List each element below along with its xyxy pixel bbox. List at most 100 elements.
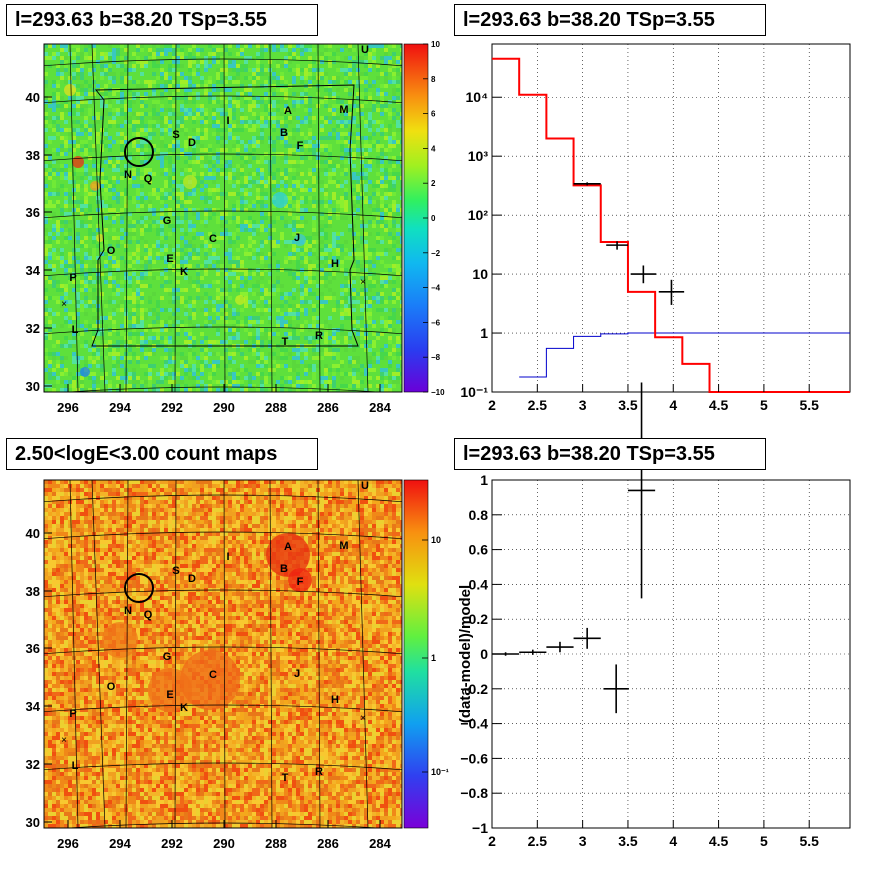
map-pixel — [348, 224, 352, 228]
map-pixel — [176, 496, 180, 500]
map-pixel — [104, 484, 108, 488]
map-pixel — [204, 220, 208, 224]
map-pixel — [248, 228, 252, 232]
map-pixel — [184, 96, 188, 100]
map-pixel — [184, 216, 188, 220]
map-pixel — [84, 152, 88, 156]
map-pixel — [216, 220, 220, 224]
map-pixel — [352, 292, 356, 296]
map-pixel — [264, 492, 268, 496]
map-pixel — [392, 264, 396, 268]
map-pixel — [76, 236, 80, 240]
map-pixel — [348, 292, 352, 296]
map-pixel — [324, 492, 328, 496]
map-pixel — [108, 120, 112, 124]
map-pixel — [400, 364, 402, 368]
map-pixel — [280, 112, 284, 116]
map-pixel — [368, 348, 372, 352]
map-pixel — [56, 248, 60, 252]
map-pixel — [284, 492, 288, 496]
map-pixel — [148, 48, 152, 52]
map-pixel — [160, 376, 164, 380]
map-pixel — [216, 136, 220, 140]
map-pixel — [320, 76, 324, 80]
map-pixel — [284, 56, 288, 60]
map-pixel — [240, 120, 244, 124]
map-pixel — [300, 100, 304, 104]
map-pixel — [344, 288, 348, 292]
map-pixel — [372, 340, 376, 344]
map-pixel — [232, 108, 236, 112]
map-pixel — [268, 212, 272, 216]
map-pixel — [184, 268, 188, 272]
map-pixel — [368, 268, 372, 272]
map-pixel — [368, 180, 372, 184]
map-pixel — [304, 384, 308, 388]
map-pixel — [52, 56, 56, 60]
y-tick-label: 10² — [468, 207, 489, 223]
map-pixel — [260, 240, 264, 244]
map-pixel — [252, 352, 256, 356]
map-pixel — [328, 216, 332, 220]
map-pixel — [224, 328, 228, 332]
map-pixel — [64, 316, 68, 320]
map-pixel — [384, 324, 388, 328]
map-pixel — [76, 208, 80, 212]
map-pixel — [368, 496, 372, 500]
map-pixel — [296, 224, 300, 228]
map-pixel — [100, 180, 104, 184]
map-pixel — [184, 140, 188, 144]
map-pixel — [356, 80, 360, 84]
map-pixel — [368, 376, 372, 380]
map-pixel — [96, 164, 100, 168]
map-pixel — [180, 192, 184, 196]
map-pixel — [52, 212, 56, 216]
map-pixel — [320, 128, 324, 132]
map-pixel — [84, 120, 88, 124]
map-pixel — [360, 316, 364, 320]
map-pixel — [180, 356, 184, 360]
map-pixel — [292, 56, 296, 60]
map-pixel — [312, 184, 316, 188]
map-pixel — [376, 68, 380, 72]
source-label-p: P — [69, 272, 76, 284]
map-pixel — [92, 192, 96, 196]
map-pixel — [316, 216, 320, 220]
map-pixel — [332, 240, 336, 244]
map-pixel — [72, 76, 76, 80]
map-pixel — [168, 232, 172, 236]
map-pixel — [52, 384, 56, 388]
map-pixel — [260, 196, 264, 200]
map-pixel — [376, 232, 380, 236]
map-pixel — [44, 376, 48, 380]
map-pixel — [232, 256, 236, 260]
map-pixel — [88, 276, 92, 280]
map-pixel — [312, 224, 316, 228]
map-pixel — [144, 308, 148, 312]
map-pixel — [324, 168, 328, 172]
map-pixel — [176, 84, 180, 88]
map-pixel — [336, 132, 340, 136]
map-pixel — [192, 312, 196, 316]
map-pixel — [356, 332, 360, 336]
map-pixel — [364, 64, 368, 68]
map-pixel — [324, 184, 328, 188]
map-pixel — [252, 80, 256, 84]
map-pixel — [248, 176, 252, 180]
map-pixel — [288, 488, 292, 492]
map-pixel — [48, 168, 52, 172]
map-pixel — [120, 328, 124, 332]
map-pixel — [344, 492, 348, 496]
map-pixel — [304, 196, 308, 200]
map-pixel — [92, 388, 96, 392]
map-pixel — [204, 500, 208, 504]
map-pixel — [276, 88, 280, 92]
map-pixel — [76, 292, 80, 296]
map-pixel — [280, 100, 284, 104]
map-pixel — [388, 224, 392, 228]
map-pixel — [164, 184, 168, 188]
map-pixel — [316, 160, 320, 164]
map-pixel — [292, 184, 296, 188]
map-pixel — [392, 52, 396, 56]
map-pixel — [276, 320, 280, 324]
